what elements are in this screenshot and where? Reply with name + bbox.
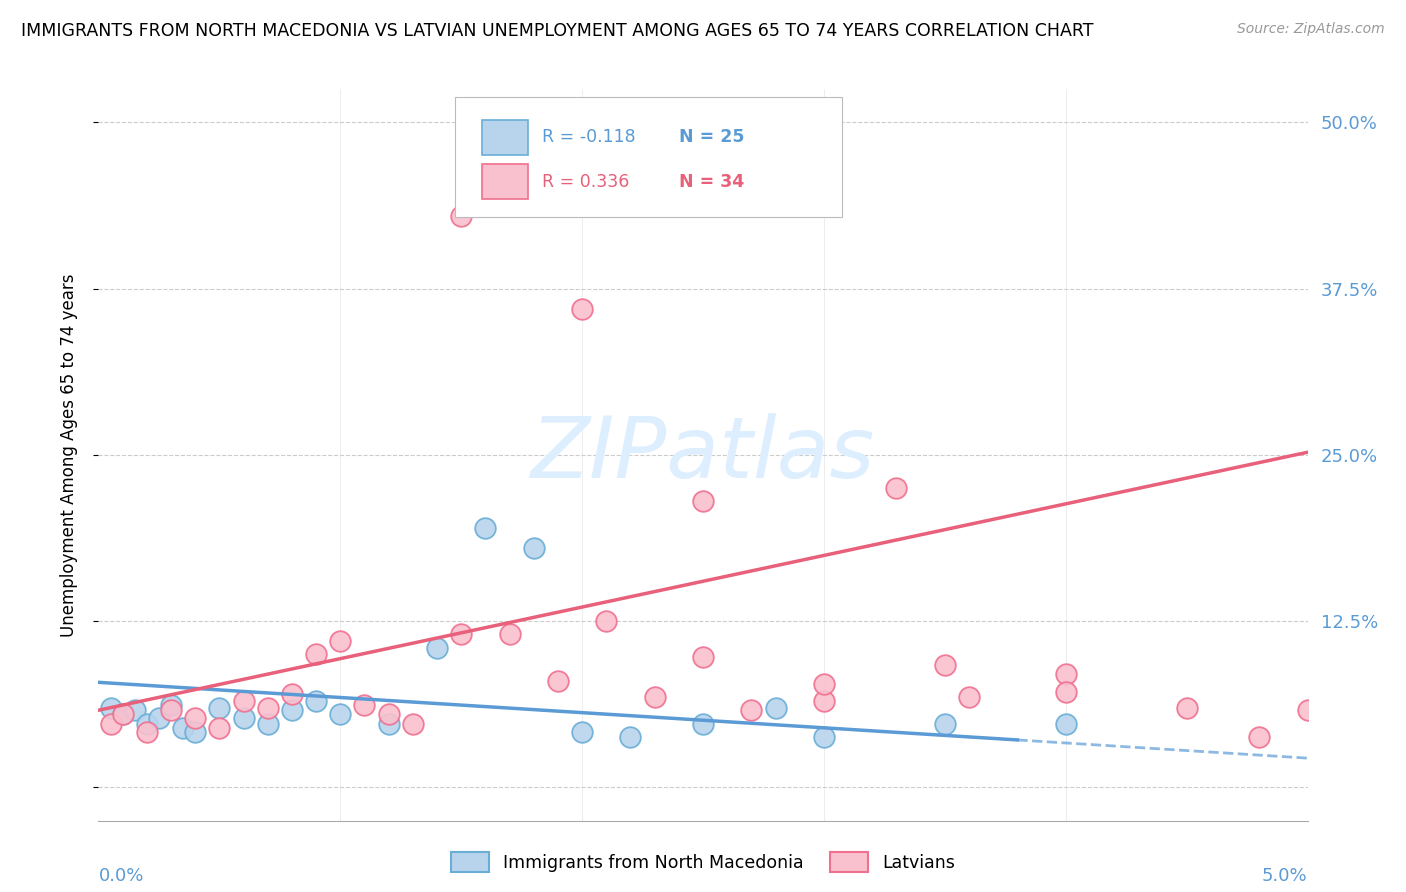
Legend: Immigrants from North Macedonia, Latvians: Immigrants from North Macedonia, Latvian… [444, 845, 962, 879]
Point [256, 700, 278, 714]
Point [377, 716, 399, 731]
Point [232, 711, 254, 725]
Point [208, 700, 231, 714]
Point [426, 640, 449, 655]
Point [1249, 730, 1271, 744]
Y-axis label: Unemployment Among Ages 65 to 74 years: Unemployment Among Ages 65 to 74 years [59, 273, 77, 637]
Point [402, 716, 425, 731]
Point [329, 634, 352, 648]
Point [957, 690, 980, 704]
Text: IMMIGRANTS FROM NORTH MACEDONIA VS LATVIAN UNEMPLOYMENT AMONG AGES 65 TO 74 YEAR: IMMIGRANTS FROM NORTH MACEDONIA VS LATVI… [21, 22, 1094, 40]
Point [450, 209, 472, 223]
Point [498, 627, 520, 641]
Point [644, 690, 666, 704]
Point [619, 730, 641, 744]
Point [813, 730, 835, 744]
Point [281, 703, 304, 717]
Point [184, 724, 207, 739]
Point [1054, 716, 1077, 731]
Point [474, 521, 496, 535]
Point [886, 481, 908, 495]
Point [377, 707, 399, 722]
Point [692, 650, 714, 665]
Point [813, 676, 835, 690]
Text: R = 0.336: R = 0.336 [543, 173, 630, 191]
Point [135, 716, 157, 731]
Point [353, 698, 375, 712]
Point [111, 707, 134, 722]
Point [934, 658, 956, 673]
Point [160, 698, 183, 712]
Point [232, 694, 254, 708]
Point [740, 703, 762, 717]
Point [111, 707, 134, 722]
Text: Source: ZipAtlas.com: Source: ZipAtlas.com [1237, 22, 1385, 37]
Text: 0.0%: 0.0% [98, 867, 143, 885]
FancyBboxPatch shape [456, 96, 842, 218]
Point [934, 716, 956, 731]
Point [1054, 684, 1077, 698]
Point [450, 627, 472, 641]
FancyBboxPatch shape [482, 164, 527, 199]
Point [100, 700, 122, 714]
FancyBboxPatch shape [482, 120, 527, 155]
Point [256, 716, 278, 731]
Point [571, 301, 593, 316]
Point [813, 694, 835, 708]
Text: N = 25: N = 25 [679, 128, 744, 146]
Text: ZIPatlas: ZIPatlas [531, 413, 875, 497]
Point [523, 541, 546, 555]
Point [765, 700, 787, 714]
Point [172, 721, 194, 735]
Text: R = -0.118: R = -0.118 [543, 128, 636, 146]
Point [135, 724, 157, 739]
Point [692, 494, 714, 508]
Point [184, 711, 207, 725]
Point [1175, 700, 1198, 714]
Point [124, 703, 146, 717]
Point [305, 694, 328, 708]
Point [160, 703, 183, 717]
Point [1054, 667, 1077, 681]
Point [571, 724, 593, 739]
Point [208, 721, 231, 735]
Point [329, 707, 352, 722]
Point [148, 711, 170, 725]
Point [100, 716, 122, 731]
Text: 5.0%: 5.0% [1263, 867, 1308, 885]
Point [305, 648, 328, 662]
Text: N = 34: N = 34 [679, 173, 744, 191]
Point [547, 673, 569, 688]
Point [1296, 703, 1319, 717]
Point [595, 614, 617, 628]
Point [692, 716, 714, 731]
Point [281, 687, 304, 701]
